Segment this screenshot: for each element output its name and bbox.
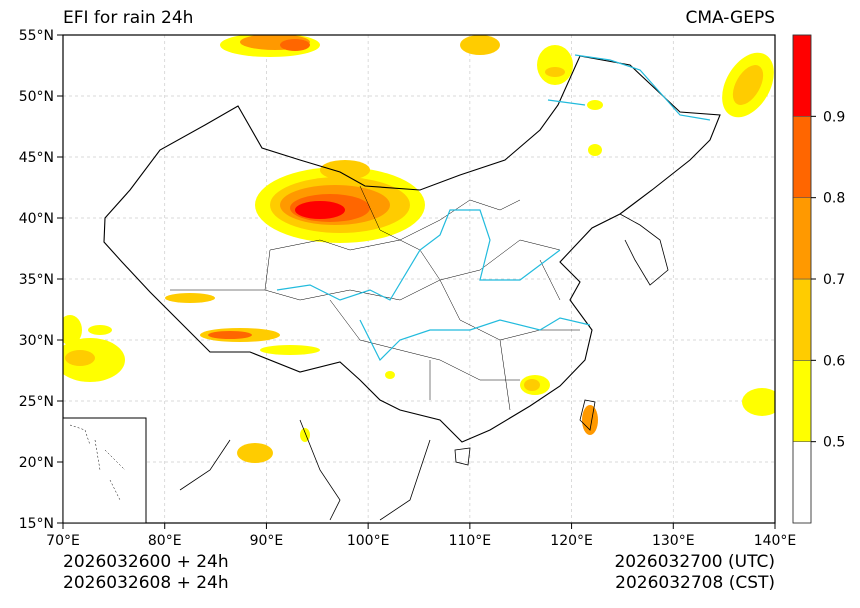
valid-time-cst: 2026032708 (CST) [615,573,775,593]
coastline [179,213,669,521]
rivers [276,54,711,362]
init-time-cst: 2026032608 + 24h [63,573,229,593]
tick-label-lat: 25°N [19,394,54,410]
colorbar-segment [792,197,812,280]
colorbar: 0.5 0.6 0.7 0.8 0.9 [792,34,845,524]
efi-area-north [220,35,603,110]
tick-label-lon: 90°E [250,533,284,549]
valid-time: 2026032700 (UTC) 2026032708 (CST) [614,552,775,594]
colorbar-segment [792,116,812,198]
model-name: CMA-GEPS [685,8,775,28]
init-time: 2026032600 + 24h 2026032608 + 24h [63,552,229,594]
efi-area-far-east [588,52,775,416]
province-borders [170,185,580,411]
tick-label-lon: 140°E [754,533,797,549]
colorbar-segment [792,441,812,524]
colorbar-label: 0.7 [823,272,845,288]
tick-label-lat: 15°N [19,516,54,532]
colorbar-label: 0.9 [823,109,845,125]
efi-shading [63,35,775,463]
axes: 70°E 80°E 90°E 100°E 110°E 120°E 130°E 140°E 15°… [19,28,797,549]
china-border [103,55,721,443]
colorbar-segment [792,34,812,117]
tick-label-lat: 50°N [19,89,54,105]
efi-area-south [237,371,598,463]
south-china-sea-inset [62,417,147,524]
chart-title: EFI for rain 24h [63,8,194,28]
tick-label-lon: 70°E [46,533,80,549]
colorbar-label: 0.8 [823,191,845,207]
colorbar-segment [792,278,812,361]
tick-label-lat: 55°N [19,28,54,44]
tick-label-lat: 45°N [19,150,54,166]
tick-label-lat: 40°N [19,211,54,227]
efi-area-west [63,315,125,382]
tick-label-lat: 30°N [19,333,54,349]
colorbar-label: 0.6 [823,353,845,369]
tick-label-lat: 35°N [19,272,54,288]
tick-label-lon: 130°E [652,533,695,549]
gridlines [62,34,776,524]
colorbar-segment [792,360,812,442]
tick-label-lon: 100°E [347,533,390,549]
tick-label-lon: 120°E [550,533,593,549]
efi-area-tibet [165,293,320,355]
tick-label-lon: 80°E [148,533,182,549]
colorbar-label: 0.5 [823,435,845,451]
tick-label-lat: 20°N [19,455,54,471]
valid-time-utc: 2026032700 (UTC) [614,552,775,572]
init-time-utc: 2026032600 + 24h [63,552,229,572]
efi-area-northwest [255,160,425,243]
tick-label-lon: 110°E [449,533,492,549]
